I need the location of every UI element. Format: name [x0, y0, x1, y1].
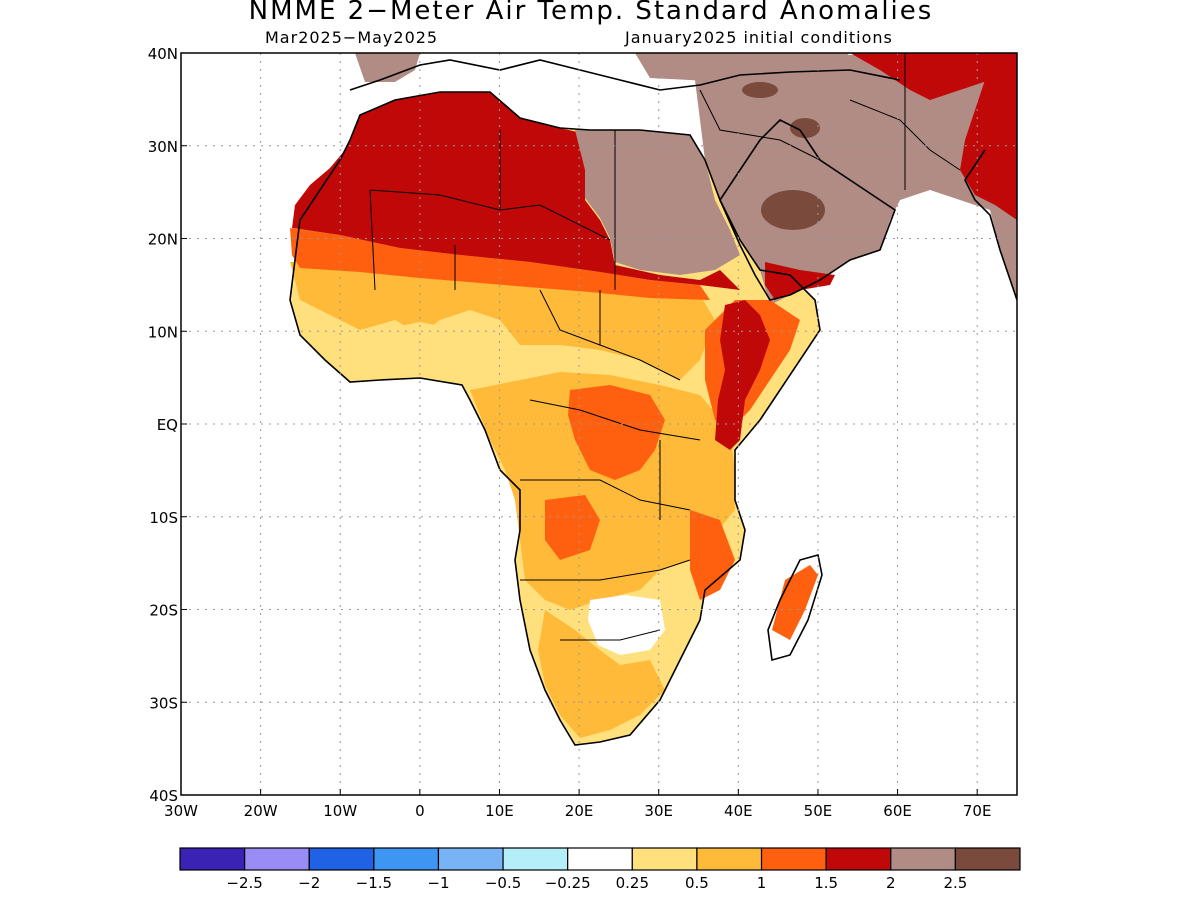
lon-tick-label: 40E	[724, 802, 753, 820]
lat-tick-label: 10S	[149, 509, 178, 527]
land-europe-south	[355, 53, 420, 82]
lat-tick-label: 10N	[148, 323, 178, 341]
lat-tick-label: 40N	[148, 45, 178, 63]
anomaly-above-1.5-iran	[850, 53, 1017, 100]
border-line	[520, 559, 691, 581]
colorbar-swatch	[244, 847, 310, 871]
anomaly-above-1-sahara-south	[290, 228, 710, 300]
colorbar-label: 2	[886, 874, 896, 892]
lat-tick-label: EQ	[157, 416, 178, 434]
lon-tick-label: 20E	[565, 802, 594, 820]
lon-tick-label: 0	[415, 802, 425, 820]
coastline-arabia	[719, 119, 896, 301]
border-line	[520, 479, 691, 511]
lon-tick-label: 10E	[485, 802, 514, 820]
colorbar-label: −1.5	[356, 874, 392, 892]
initial-conditions: January2025 initial conditions	[625, 28, 893, 47]
colorbar-swatch	[567, 847, 633, 871]
border-line	[849, 99, 961, 171]
lon-tick-label: 70E	[963, 802, 992, 820]
colorbar-swatch	[437, 847, 504, 871]
coastline-madagascar	[767, 553, 823, 662]
anomaly-above-1-angola	[545, 495, 600, 560]
land-arabia-base	[690, 53, 1017, 305]
lon-tick-label: 50E	[804, 802, 833, 820]
coastline-africa	[289, 91, 821, 746]
lon-tick-label: 20W	[244, 802, 278, 820]
gridlines	[181, 53, 1017, 795]
anomaly-above-0.5-central	[470, 372, 735, 610]
colorbar-label: 0.5	[685, 874, 709, 892]
anomaly-above-1.5-india	[960, 60, 1017, 220]
colorbar-label: 2.5	[943, 874, 967, 892]
anomaly-above-2-egypt	[575, 130, 740, 275]
colorbar-swatch	[631, 847, 698, 871]
colorbar-swatch	[825, 847, 892, 871]
colorbar: −2.5 −2 −1.5 −1 −0.5 −0.25 0.25 0.5 1 1.5 2 2.5	[179, 847, 1021, 892]
anomaly-above-2.5-iraq	[790, 118, 820, 138]
colorbar-swatch	[954, 847, 1021, 871]
lat-tick-label: 20N	[148, 231, 178, 249]
border-line	[529, 399, 701, 441]
border-line	[699, 89, 821, 161]
lon-tick-label: 10W	[323, 802, 357, 820]
lat-tick-label: 30S	[149, 694, 178, 712]
colorbar-label: −0.25	[545, 874, 591, 892]
anomaly-above-1-mozambique	[690, 510, 735, 600]
lon-tick-label: 30W	[164, 802, 198, 820]
colorbar-label: −0.5	[485, 874, 521, 892]
lon-tick-label: 30E	[644, 802, 673, 820]
border-line	[560, 629, 661, 641]
axis-ticks: 30W 20W 10W 0 10E 20E 30E 40E 50E 60E 70E 40N 30N 20N…	[148, 45, 992, 820]
map-title: NMME 2−Meter Air Temp. Standard Anomalie…	[248, 0, 934, 26]
country-borders	[369, 53, 961, 641]
colorbar-label: −2.5	[226, 874, 262, 892]
lat-tick-label: 30N	[148, 138, 178, 156]
anomaly-above-1-congo	[568, 385, 665, 480]
anomaly-above-0.5-south	[538, 610, 665, 738]
anomaly-above-2.5-arabia	[761, 190, 825, 230]
coastline-india	[964, 149, 1017, 301]
forecast-period: Mar2025−May2025	[265, 28, 439, 47]
colorbar-swatch	[179, 847, 246, 871]
colorbar-swatch	[890, 847, 956, 871]
colorbar-label: −1	[427, 874, 449, 892]
colorbar-swatch	[308, 847, 375, 871]
colorbar-label: 1	[757, 874, 767, 892]
map-field	[181, 53, 1017, 795]
land-europe-east	[635, 53, 850, 82]
anomaly-above-2.5-turkey	[742, 82, 778, 98]
colorbar-swatch	[760, 847, 827, 871]
colorbar-label: 0.25	[616, 874, 649, 892]
lon-tick-label: 60E	[883, 802, 912, 820]
anomaly-above-1.5-yemen	[765, 262, 835, 300]
colorbar-label: −2	[298, 874, 320, 892]
lat-tick-label: 40S	[149, 787, 178, 805]
anomaly-above-1.5-horn	[715, 300, 770, 450]
anomaly-above-1.5-sahara	[292, 92, 740, 290]
coastline-mediterranean-north	[349, 59, 901, 91]
colorbar-swatch	[373, 847, 440, 871]
colorbar-swatch	[696, 847, 763, 871]
colorbar-label: 1.5	[814, 874, 838, 892]
coastlines	[289, 59, 1017, 746]
lat-tick-label: 20S	[149, 602, 178, 620]
border-line	[369, 189, 376, 291]
colorbar-swatch	[502, 847, 569, 871]
anomaly-above-1-madagascar	[772, 565, 818, 640]
